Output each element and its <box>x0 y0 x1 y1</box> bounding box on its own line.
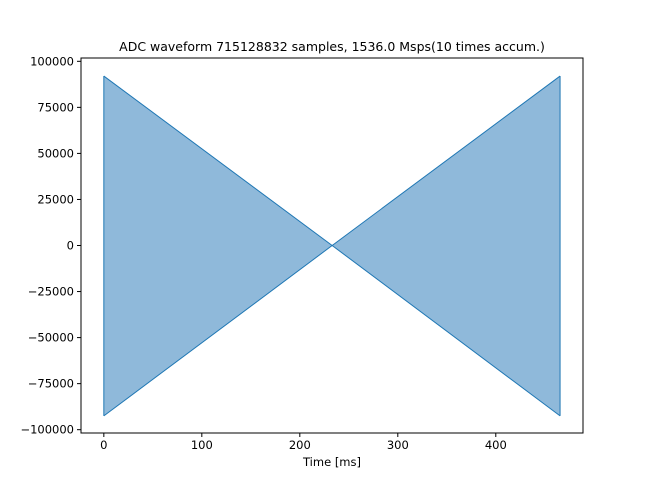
y-tick-label: −50000 <box>28 331 74 345</box>
y-tick-label: 50000 <box>37 146 74 160</box>
x-axis: 0 100 200 300 400 <box>100 433 507 452</box>
y-tick-label: 100000 <box>30 54 74 68</box>
y-tick-label: 0 <box>67 239 74 253</box>
y-axis: 100000 75000 50000 25000 0 −25000 −50000 −75000… <box>20 54 81 437</box>
y-tick-label: −25000 <box>28 285 74 299</box>
waveform-lower-envelope <box>103 244 561 417</box>
y-tick-label: 25000 <box>37 192 74 206</box>
x-tick-label: 200 <box>289 438 311 452</box>
x-tick-label: 0 <box>100 438 107 452</box>
x-tick-label: 100 <box>191 438 213 452</box>
plot-area <box>103 75 561 417</box>
x-axis-label: Time [ms] <box>302 455 361 469</box>
x-tick-label: 400 <box>485 438 507 452</box>
chart-title: ADC waveform 715128832 samples, 1536.0 M… <box>119 39 545 54</box>
axes-frame <box>80 57 584 434</box>
y-tick-label: −75000 <box>28 377 74 391</box>
x-tick-label: 300 <box>387 438 409 452</box>
y-tick-label: 75000 <box>37 100 74 114</box>
y-tick-label: −100000 <box>20 423 74 437</box>
